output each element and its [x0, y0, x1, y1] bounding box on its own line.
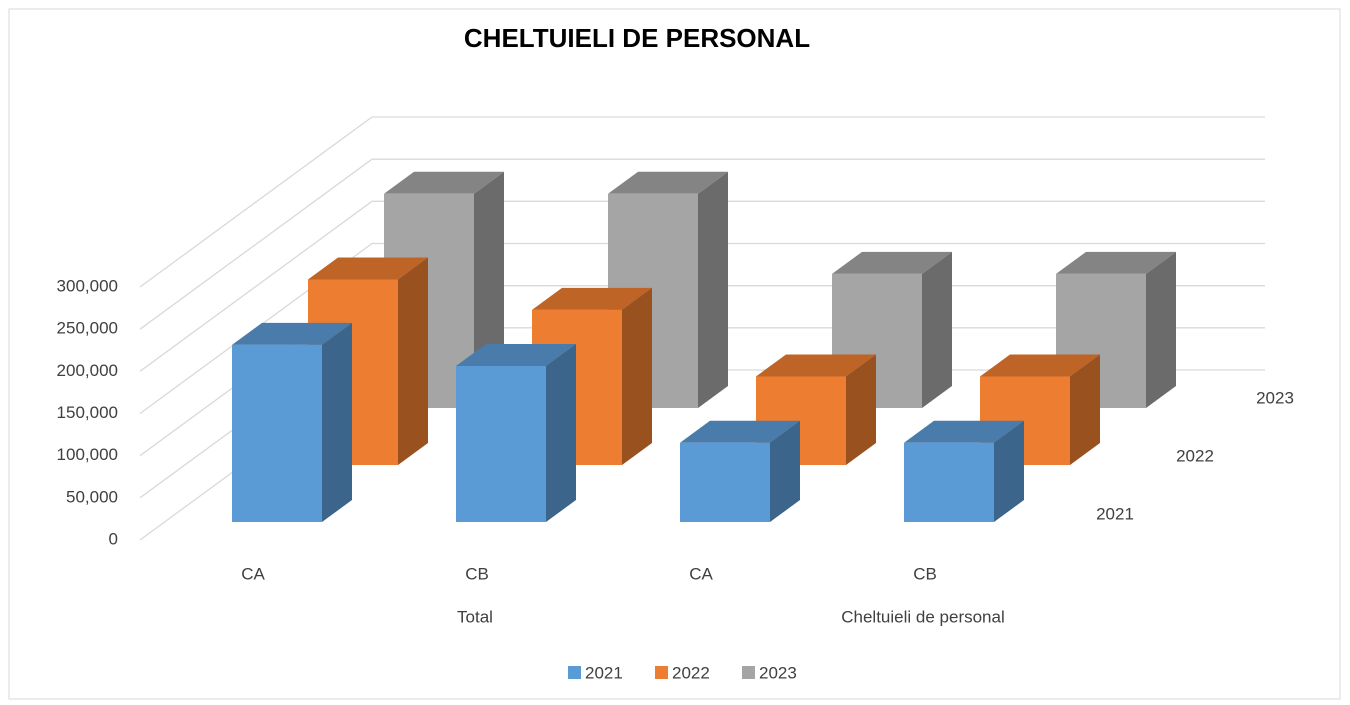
x-tick-label: CA: [241, 564, 265, 583]
y-tick-label: 250,000: [57, 319, 118, 338]
bar-side: [1070, 354, 1100, 465]
bar-top: [980, 354, 1100, 377]
legend-swatch: [655, 666, 668, 679]
bar-top: [904, 420, 1024, 443]
group-label: Total: [457, 607, 493, 626]
bar-top: [1056, 251, 1176, 274]
group-label: Cheltuieli de personal: [841, 607, 1005, 626]
legend-label: 2023: [759, 663, 797, 682]
bar-top: [456, 343, 576, 366]
legend-swatch: [568, 666, 581, 679]
bar-top: [384, 171, 504, 194]
y-tick-label: 0: [109, 529, 118, 548]
bar-top: [608, 171, 728, 194]
bar-top: [832, 251, 952, 274]
bar: [232, 344, 322, 522]
bar-side: [922, 251, 952, 408]
y-tick-label: 200,000: [57, 361, 118, 380]
legend-swatch: [742, 666, 755, 679]
bar-top: [680, 420, 800, 443]
legend-label: 2022: [672, 663, 710, 682]
legend-label: 2021: [585, 663, 623, 682]
x-tick-label: CB: [913, 564, 937, 583]
bar-side: [322, 322, 352, 522]
x-tick-label: CB: [465, 564, 489, 583]
grid-line: [139, 200, 1265, 372]
grid-line: [139, 116, 1265, 288]
y-tick-label: 50,000: [66, 487, 118, 506]
bar: [904, 442, 994, 522]
bar-top: [232, 322, 352, 345]
y-tick-label: 300,000: [57, 276, 118, 295]
depth-label: 2023: [1256, 388, 1294, 407]
bar-side: [698, 171, 728, 408]
depth-label: 2021: [1096, 504, 1134, 523]
grid-line: [139, 242, 1265, 415]
bar-side: [622, 287, 652, 465]
bar-top: [532, 287, 652, 310]
grid-line: [139, 158, 1265, 330]
bar-side: [546, 343, 576, 522]
bar: [680, 442, 770, 522]
bar: [456, 365, 546, 522]
bar-side: [846, 354, 876, 465]
bar-side: [770, 420, 800, 522]
bar-top: [308, 257, 428, 280]
x-tick-label: CA: [689, 564, 713, 583]
y-tick-label: 150,000: [57, 403, 118, 422]
bar-side: [398, 257, 428, 465]
y-tick-label: 100,000: [57, 445, 118, 464]
bar-side: [994, 420, 1024, 522]
chart-title: CHELTUIELI DE PERSONAL: [464, 23, 810, 53]
bar-top: [756, 354, 876, 377]
depth-label: 2022: [1176, 446, 1214, 465]
bar-side: [1146, 251, 1176, 408]
